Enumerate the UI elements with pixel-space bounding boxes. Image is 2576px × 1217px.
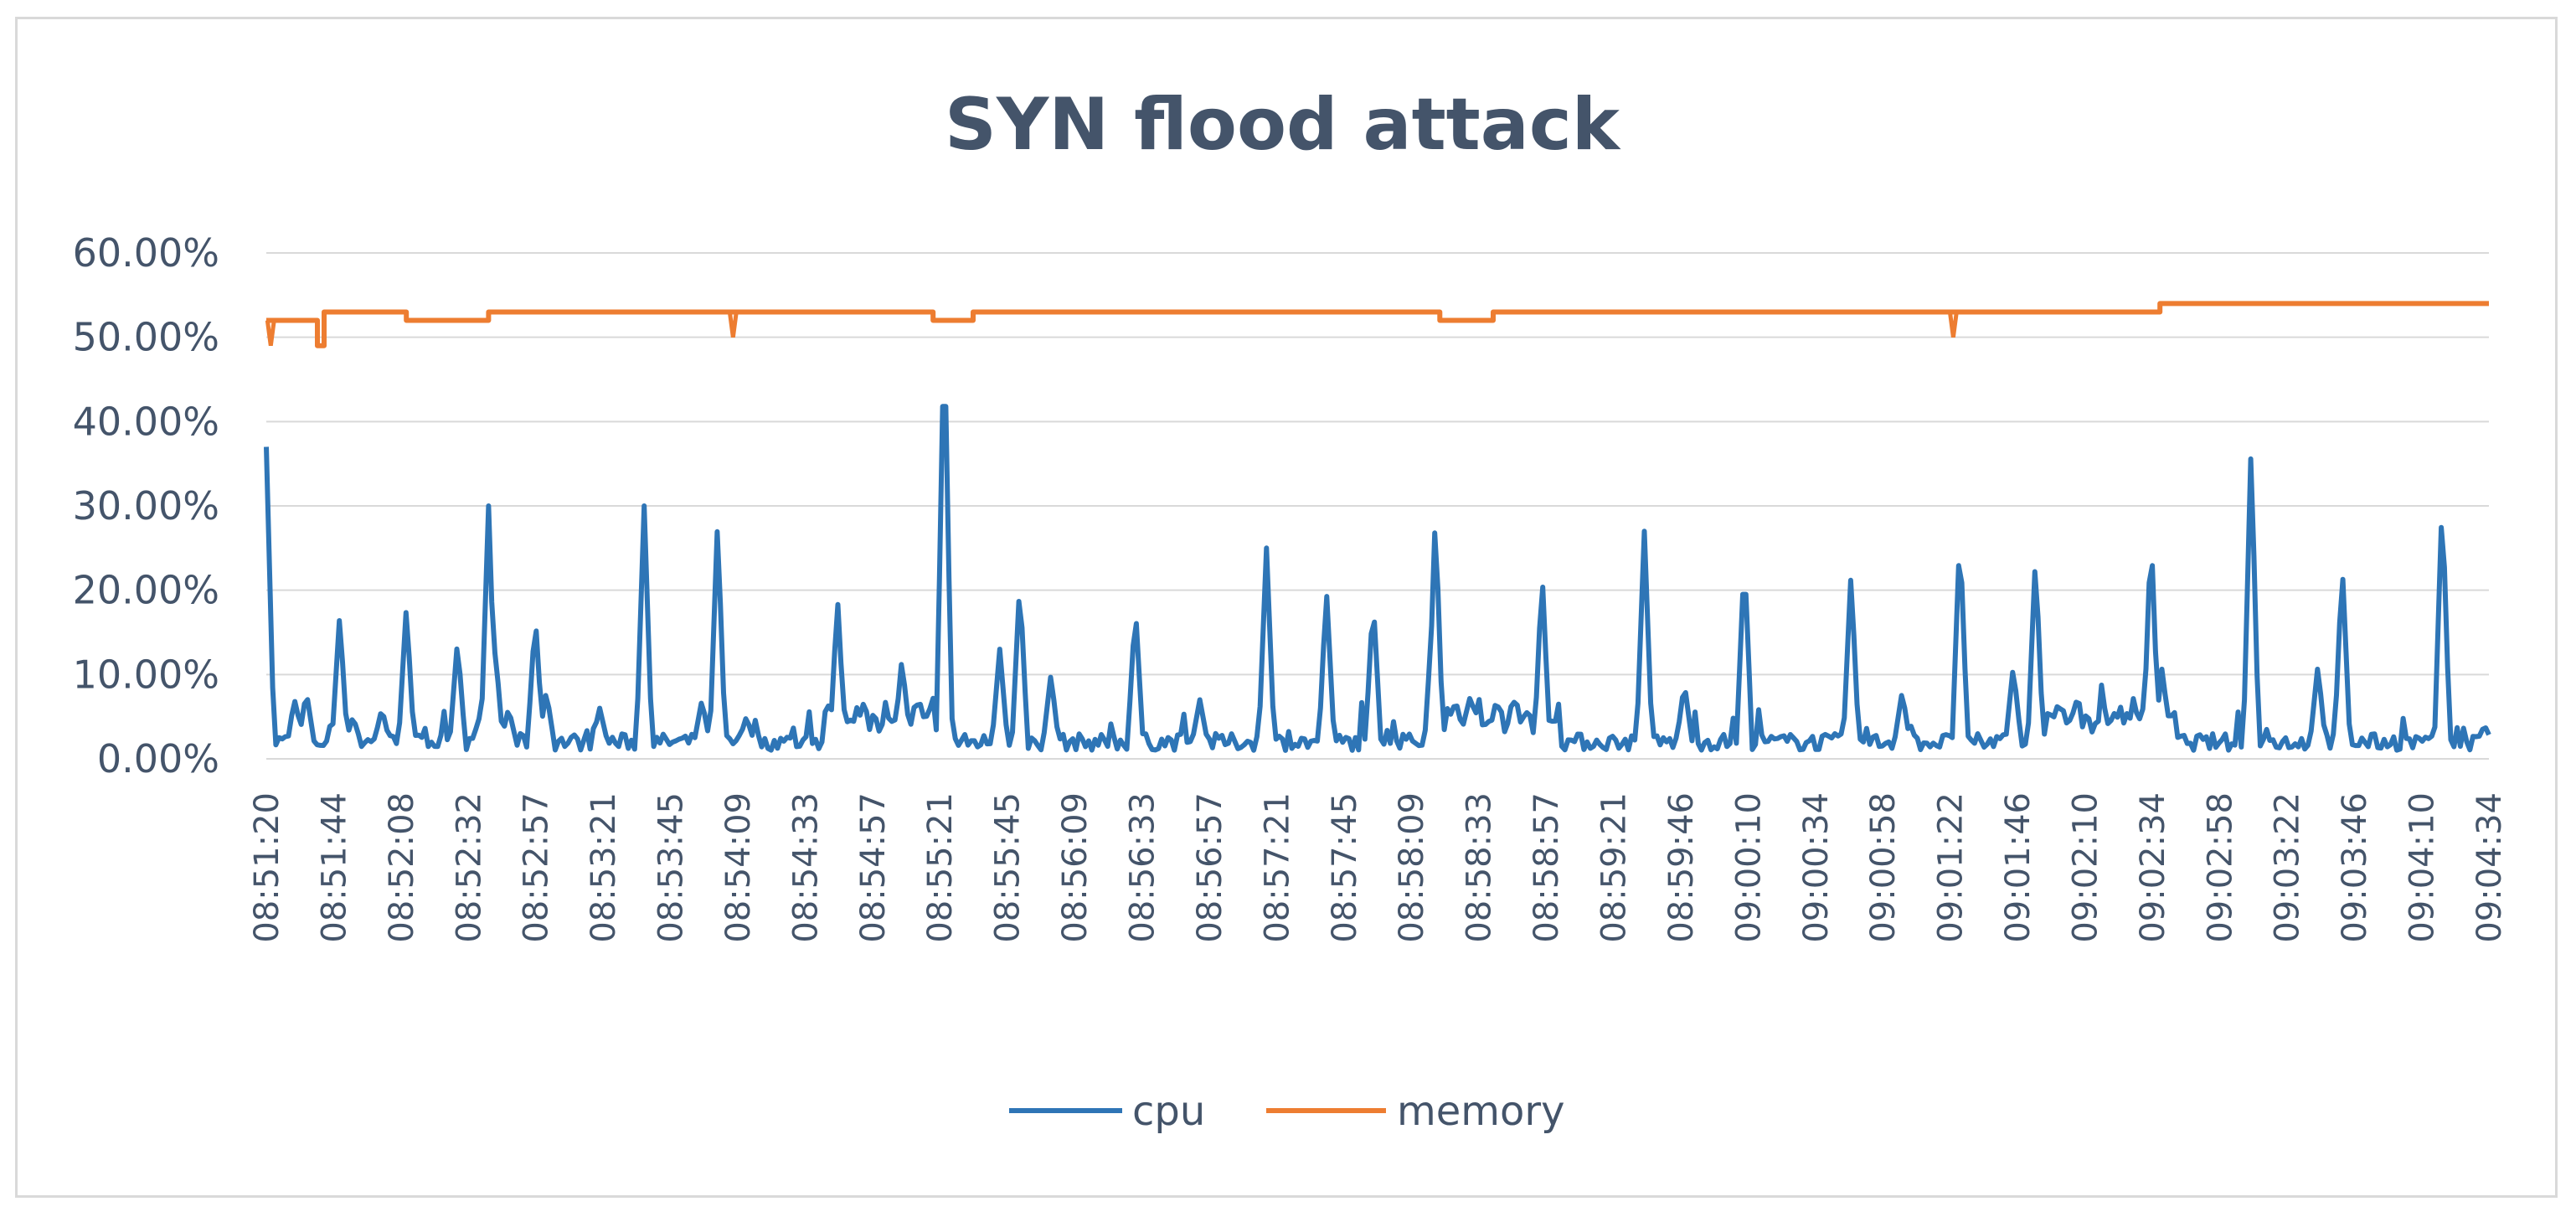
memory-dip	[265, 320, 276, 347]
memory-dip	[727, 312, 739, 338]
x-tick-label: 09:00:58	[1864, 792, 1903, 943]
y-tick-label: 40.00%	[73, 399, 219, 444]
x-tick-label: 08:55:45	[989, 792, 1028, 943]
x-tick-label: 08:55:21	[921, 792, 960, 943]
legend: cpu memory	[1009, 1088, 1565, 1135]
x-tick-label: 08:53:45	[652, 792, 691, 943]
x-tick-label: 09:00:34	[1797, 792, 1836, 943]
x-tick-label: 08:54:09	[719, 792, 758, 943]
y-tick-label: 60.00%	[73, 230, 219, 276]
x-tick-label: 08:58:33	[1461, 792, 1499, 943]
x-tick-label: 08:56:33	[1124, 792, 1162, 943]
x-tick-label: 08:56:09	[1056, 792, 1095, 943]
x-tick-label: 08:57:21	[1258, 792, 1296, 943]
x-tick-label: 08:59:21	[1595, 792, 1633, 943]
memory-line	[266, 301, 2489, 348]
legend-cpu-label: cpu	[1132, 1088, 1205, 1135]
series-lines	[264, 301, 2491, 753]
x-tick-label: 09:03:22	[2269, 792, 2307, 943]
x-tick-label: 08:56:57	[1191, 792, 1229, 943]
x-tick-label: 09:04:34	[2470, 792, 2509, 943]
x-tick-label: 08:54:33	[786, 792, 825, 943]
x-axis-ticks: 08:51:20 08:51:44 08:52:08 08:52:32 08:52:57…	[248, 792, 2509, 943]
x-tick-label: 09:02:58	[2201, 792, 2239, 943]
x-tick-label: 09:04:10	[2403, 792, 2442, 943]
legend-memory-label: memory	[1397, 1088, 1565, 1135]
x-tick-label: 09:02:10	[2066, 792, 2105, 943]
x-tick-label: 08:52:32	[450, 792, 488, 943]
chart-title: SYN flood attack	[945, 83, 1621, 167]
x-tick-label: 08:59:46	[1662, 792, 1701, 943]
x-tick-label: 08:53:21	[585, 792, 623, 943]
x-tick-label: 08:51:20	[248, 792, 286, 943]
x-tick-label: 09:01:46	[1999, 792, 2038, 943]
x-tick-label: 08:52:08	[383, 792, 421, 943]
x-tick-label: 08:51:44	[315, 792, 353, 943]
x-tick-label: 09:03:46	[2336, 792, 2374, 943]
x-tick-label: 08:58:09	[1393, 792, 1431, 943]
chart-frame	[15, 17, 2558, 1198]
y-tick-label: 20.00%	[73, 568, 219, 613]
y-axis-ticks: 0.00% 10.00% 20.00% 30.00% 40.00% 50.00% 60.00…	[73, 230, 219, 781]
y-tick-label: 50.00%	[73, 315, 219, 360]
x-tick-label: 09:01:22	[1932, 792, 1971, 943]
memory-dip	[1947, 312, 1959, 338]
x-tick-label: 08:57:45	[1326, 792, 1364, 943]
y-tick-label: 0.00%	[97, 736, 219, 781]
y-tick-label: 30.00%	[73, 483, 219, 529]
x-tick-label: 08:52:57	[518, 792, 556, 943]
x-tick-label: 09:02:34	[2134, 792, 2172, 943]
y-tick-label: 10.00%	[73, 652, 219, 697]
x-tick-label: 08:58:57	[1528, 792, 1566, 943]
x-tick-label: 09:00:10	[1729, 792, 1768, 943]
cpu-line	[264, 404, 2491, 753]
x-tick-label: 08:54:57	[854, 792, 893, 943]
